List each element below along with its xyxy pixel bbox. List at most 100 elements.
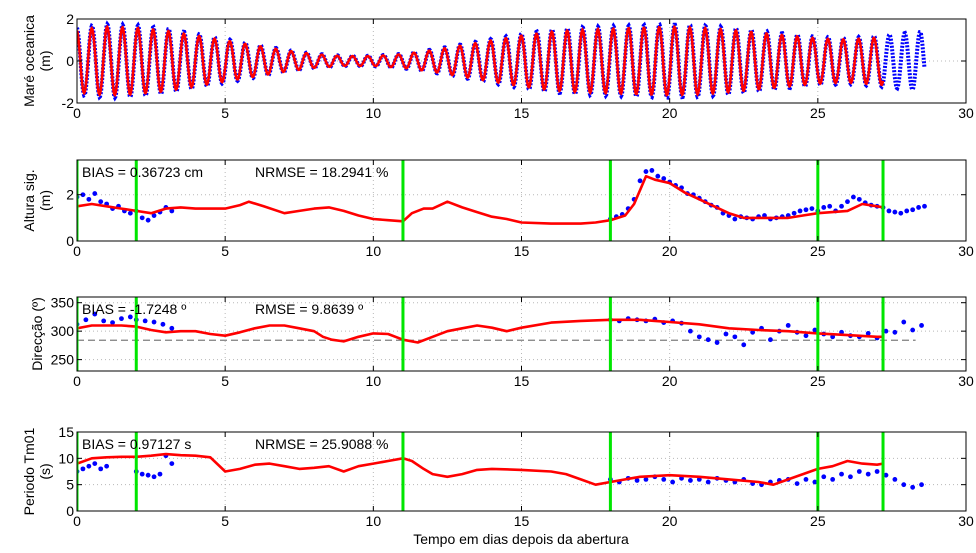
observed-point (821, 205, 827, 210)
observed-point (92, 191, 98, 196)
observed-point (160, 321, 166, 327)
observed-point (98, 199, 104, 205)
plot-area (77, 20, 927, 102)
model-series (77, 318, 883, 344)
observed-point (634, 478, 640, 483)
observed-point (714, 340, 720, 345)
observed-point (916, 205, 921, 210)
y-tick-label: 2 (66, 187, 74, 203)
observed-point (661, 176, 667, 181)
x-tick-label: 15 (514, 513, 530, 529)
observed-point (86, 463, 92, 469)
observed-point (791, 210, 797, 216)
error-annotation: RMSE = 9.8639 º (255, 301, 363, 317)
bias-annotation: BIAS = 0.97127 s (82, 436, 191, 452)
model-series (77, 174, 884, 225)
y-tick-label: 0 (66, 503, 74, 519)
y-axis-unit: (s) (37, 463, 53, 479)
observed-point (910, 327, 916, 333)
y-tick-label: 300 (51, 323, 75, 339)
x-tick-label: 25 (810, 105, 826, 121)
observed-point (127, 210, 133, 216)
x-tick-label: 5 (221, 373, 229, 389)
observed-point (86, 196, 92, 202)
observed-point (80, 192, 86, 198)
x-tick-label: 10 (366, 105, 382, 121)
y-tick-label: 350 (51, 295, 75, 311)
observed-point (919, 323, 924, 328)
x-tick-label: 10 (366, 373, 382, 389)
observed-point (705, 337, 711, 343)
y-tick-label: 250 (51, 352, 75, 368)
observed-point (901, 482, 907, 488)
observed-point (119, 316, 124, 322)
x-tick-label: 30 (958, 243, 974, 259)
observed-point (92, 461, 98, 466)
observed-point (865, 331, 871, 336)
observed-point (910, 207, 916, 213)
x-tick-label: 20 (662, 513, 678, 529)
observed-point (649, 168, 655, 173)
observed-point (892, 329, 898, 335)
observed-point (812, 479, 818, 485)
observed-point (643, 477, 649, 482)
observed-point (688, 328, 693, 334)
y-tick-label: 0 (66, 53, 74, 69)
observed-point (803, 333, 809, 339)
observed-point (919, 482, 924, 488)
x-tick-label: 15 (514, 373, 530, 389)
x-tick-label: 20 (662, 243, 678, 259)
observed-point (661, 477, 667, 482)
observed-point (821, 474, 827, 480)
observed-point (768, 337, 773, 343)
observed-point (139, 215, 145, 221)
observed-point (127, 314, 133, 320)
observed-point (705, 479, 711, 485)
observed-point (886, 208, 892, 214)
observed-point (910, 484, 916, 490)
observed-point (809, 206, 815, 212)
observed-point (883, 328, 889, 334)
plot-area (77, 297, 924, 371)
plot-area (77, 160, 927, 241)
observed-point (643, 169, 649, 174)
observed-point (696, 334, 702, 340)
error-annotation: NRMSE = 18.2941 % (255, 164, 388, 180)
observed-point (883, 472, 889, 478)
observed-point (104, 463, 110, 469)
y-axis-label: Direcção (º) (29, 297, 45, 371)
y-tick-label: 0 (66, 233, 74, 249)
y-tick-label: 2 (66, 11, 74, 27)
observed-point (142, 318, 148, 324)
bias-annotation: BIAS = 0.36723 cm (82, 164, 203, 180)
panel-4: 0 5 10 15 20 25 30 0 5 10 15 Periodo Tm01 (s) BIAS = … (21, 424, 974, 529)
model-series (77, 24, 885, 98)
observed-point (741, 342, 747, 348)
observed-point (151, 319, 157, 325)
panel-3: 0 5 10 15 20 25 30 250 300 350 Direcção (º) BIAS = … (29, 295, 974, 389)
model-series (77, 452, 884, 487)
axes-box (76, 431, 967, 512)
observed-point (803, 477, 809, 482)
observed-point (101, 318, 107, 324)
x-tick-label: 25 (810, 243, 826, 259)
observed-point (151, 213, 157, 218)
x-tick-label: 0 (73, 105, 81, 121)
x-tick-label: 30 (958, 373, 974, 389)
observed-point (670, 479, 676, 485)
observed-point (169, 208, 175, 214)
x-tick-label: 5 (221, 105, 229, 121)
observed-point (655, 173, 661, 179)
y-axis-label: Altura sig. (21, 169, 37, 231)
y-tick-label: 5 (66, 477, 74, 493)
error-annotation: NRMSE = 25.9088 % (255, 436, 388, 452)
y-axis-label: Periodo Tm01 (21, 427, 37, 515)
observed-point (856, 469, 862, 474)
observed-point (157, 471, 163, 477)
observed-point (839, 471, 844, 477)
observed-point (865, 471, 871, 477)
observed-point (688, 478, 693, 483)
x-tick-label: 25 (810, 513, 826, 529)
observed-point (750, 329, 756, 335)
x-tick-label: 0 (73, 373, 81, 389)
